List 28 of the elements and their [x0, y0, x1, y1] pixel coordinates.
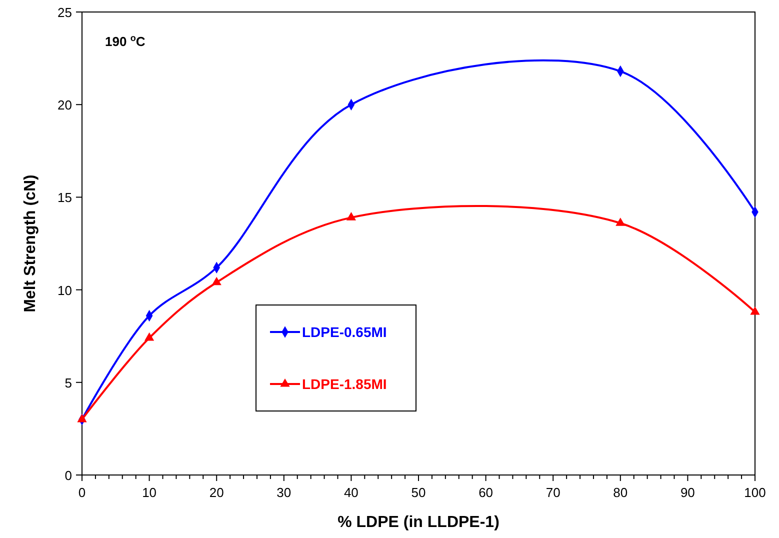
- x-tick-label: 100: [744, 485, 766, 500]
- point: [212, 276, 222, 286]
- legend-label: LDPE-1.85MI: [302, 376, 387, 392]
- legend-label: LDPE-0.65MI: [302, 324, 387, 340]
- x-tick-label: 40: [344, 485, 358, 500]
- point: [77, 414, 87, 422]
- annotation: 190 $^{o}$C: [105, 33, 146, 49]
- y-tick-label: 25: [58, 5, 72, 20]
- point: [616, 218, 626, 226]
- x-tick-label: 80: [613, 485, 628, 500]
- y-tick-label: 15: [58, 190, 72, 206]
- x-tick-label: 50: [411, 485, 426, 500]
- x-tick-label: 60: [478, 485, 494, 500]
- point: [750, 306, 760, 315]
- point: [144, 332, 154, 341]
- x-tick-label: 90: [680, 485, 695, 500]
- x-tick-label: 70: [546, 485, 560, 500]
- x-tick-label: 0: [78, 485, 86, 500]
- y-tick-label: 0: [64, 468, 72, 483]
- x-axis-title: % LDPE (in LLDPE-1): [338, 514, 500, 531]
- x-tick-label: 20: [209, 485, 224, 500]
- y-tick-label: 5: [64, 375, 72, 390]
- y-tick-label: 10: [58, 282, 72, 298]
- x-tick-label: 30: [276, 485, 292, 500]
- y-tick-label: 20: [58, 98, 72, 113]
- point: [346, 212, 356, 220]
- y-axis-title: Melt Strength (cN): [22, 174, 39, 312]
- x-tick-label: 10: [142, 485, 157, 500]
